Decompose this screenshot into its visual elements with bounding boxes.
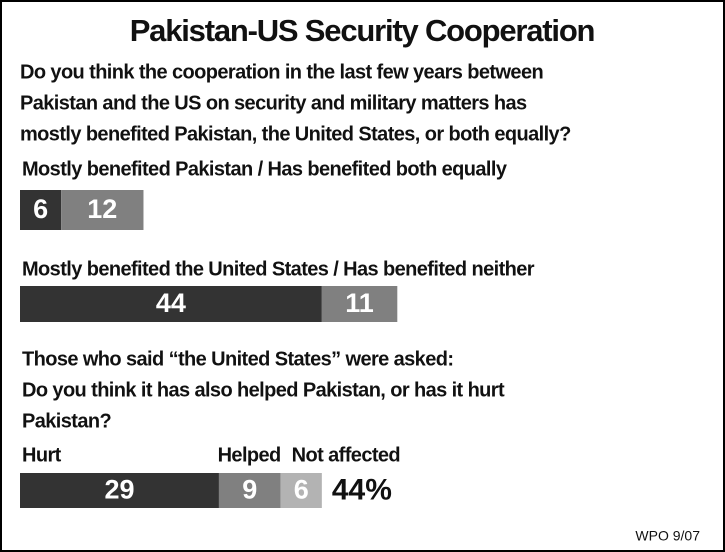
- total-label: 44%: [332, 473, 392, 506]
- segment-name: Hurt: [22, 444, 62, 466]
- value-label: 44: [156, 288, 186, 318]
- bar-segment: [20, 286, 322, 322]
- value-label: 9: [242, 475, 257, 505]
- question-line: Do you think the cooperation in the last…: [20, 61, 543, 83]
- value-label: 11: [345, 288, 374, 318]
- bar-segment: [321, 286, 398, 322]
- segment-name: Not affected: [292, 444, 400, 466]
- bar-segment: [20, 473, 219, 508]
- group-label: Mostly benefited the United States / Has…: [22, 258, 535, 280]
- group-label: Pakistan?: [22, 410, 111, 432]
- source: WPO 9/07: [635, 528, 700, 544]
- value-label: 6: [294, 475, 309, 505]
- group-label: Mostly benefited Pakistan / Has benefite…: [22, 158, 508, 180]
- value-label: 29: [104, 475, 134, 505]
- bar-segment: [61, 190, 144, 230]
- group-label: Do you think it has also helped Pakistan…: [22, 379, 505, 401]
- question-line: mostly benefited Pakistan, the United St…: [20, 123, 571, 145]
- group-label: Those who said “the United States” were …: [22, 348, 453, 370]
- bar-segment: [218, 473, 281, 508]
- segment-name: Helped: [218, 444, 281, 466]
- question-line: Pakistan and the US on security and mili…: [20, 92, 527, 114]
- value-label: 6: [33, 194, 48, 224]
- bar-segment: [20, 190, 62, 230]
- chart-title: Pakistan-US Security Cooperation: [130, 13, 595, 48]
- value-label: 12: [87, 194, 117, 224]
- bar-segment: [280, 473, 322, 508]
